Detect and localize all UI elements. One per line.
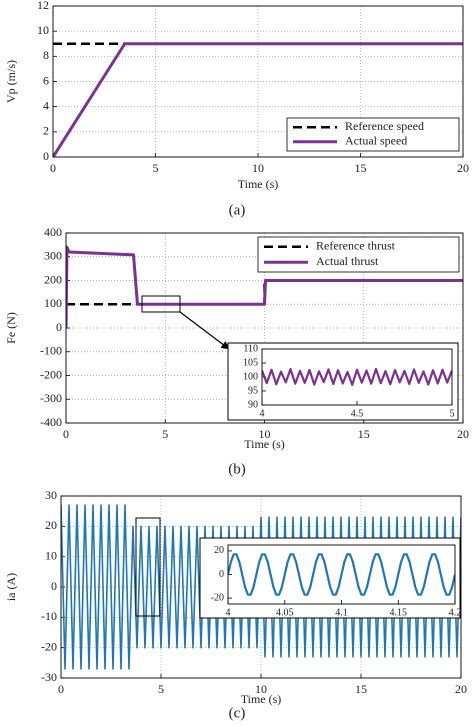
y-axis-label: ia (A): [4, 573, 18, 601]
x-tick-label: 4.1: [335, 607, 348, 618]
x-axis-label: Time (s): [241, 692, 282, 706]
y-tick-label: -30: [41, 670, 57, 684]
y-tick-label: -10: [41, 609, 57, 623]
y-tick-label: 20: [45, 518, 57, 532]
legend-label: Actual thrust: [316, 254, 379, 268]
plot-frame: [261, 348, 453, 406]
zoom-arrow: [179, 311, 230, 350]
x-tick-label: 4: [226, 607, 231, 618]
y-axis-label: Vp (m/s): [4, 60, 18, 103]
series-line: [262, 367, 452, 386]
x-tick-label: 5: [450, 408, 455, 419]
x-axis-label: Time (s): [244, 437, 285, 451]
caption: (b): [228, 461, 246, 477]
plot-frame: [60, 495, 462, 679]
y-tick-label: 8: [43, 48, 49, 62]
series-line: [66, 245, 463, 329]
x-tick-label: 20: [455, 682, 467, 696]
caption: (a): [229, 202, 246, 218]
x-tick-label: 4.05: [276, 607, 294, 618]
y-tick-label: 100: [243, 371, 258, 382]
legend-label: Reference thrust: [316, 239, 396, 253]
x-tick-label: 15: [355, 161, 367, 175]
x-tick-label: 10: [252, 161, 264, 175]
x-tick-label: 20: [457, 427, 469, 441]
y-tick-label: -300: [40, 391, 62, 405]
y-tick-label: 0: [219, 569, 224, 580]
x-tick-label: 5: [158, 682, 164, 696]
x-tick-label: 4.2: [449, 607, 462, 618]
y-tick-label: 400: [44, 225, 62, 239]
series-line: [228, 553, 455, 596]
y-tick-label: 300: [44, 249, 62, 263]
x-tick-label: 10: [259, 427, 271, 441]
x-tick-label: 0: [58, 682, 64, 696]
plot-frame: [52, 5, 464, 158]
y-tick-label: -400: [40, 415, 62, 429]
caption: (c): [229, 705, 246, 721]
y-tick-label: -200: [40, 367, 62, 381]
y-tick-label: 10: [37, 23, 49, 37]
x-tick-label: 10: [255, 682, 267, 696]
x-tick-label: 4.5: [351, 408, 364, 419]
y-tick-label: 110: [243, 343, 258, 354]
y-tick-label: 20: [214, 545, 224, 556]
y-tick-label: 105: [243, 357, 258, 368]
y-tick-label: 95: [248, 385, 258, 396]
x-tick-label: 0: [63, 427, 69, 441]
y-axis-label: Fe (N): [4, 312, 18, 344]
x-tick-label: 5: [162, 427, 168, 441]
y-tick-label: 200: [44, 272, 62, 286]
y-tick-label: -100: [40, 344, 62, 358]
y-tick-label: 12: [37, 0, 49, 12]
y-tick-label: 90: [248, 399, 258, 410]
x-tick-label: 4: [260, 408, 265, 419]
legend-label: Actual speed: [345, 134, 407, 148]
inset-frame: [199, 537, 461, 619]
y-tick-label: 30: [45, 488, 57, 502]
x-tick-label: 0: [50, 161, 56, 175]
y-tick-label: 2: [43, 124, 49, 138]
plot-frame: [65, 232, 464, 424]
y-tick-label: -20: [211, 592, 224, 603]
y-tick-label: 4: [43, 98, 49, 112]
x-tick-label: 15: [358, 427, 370, 441]
zoom-box: [141, 295, 181, 313]
y-tick-label: 0: [51, 579, 57, 593]
y-tick-label: 100: [44, 296, 62, 310]
legend-box: [257, 236, 460, 273]
y-tick-label: 0: [56, 320, 62, 334]
zoom-box: [135, 517, 161, 617]
series-line: [53, 42, 463, 157]
legend-box: [286, 117, 460, 152]
x-tick-label: 15: [355, 682, 367, 696]
x-tick-label: 5: [153, 161, 159, 175]
plot-frame: [227, 544, 456, 605]
x-tick-label: 20: [457, 161, 469, 175]
x-tick-label: 4.15: [390, 607, 408, 618]
y-tick-label: 0: [43, 149, 49, 163]
y-tick-label: 6: [43, 73, 49, 87]
legend-label: Reference speed: [345, 119, 424, 133]
y-tick-label: -20: [41, 639, 57, 653]
x-axis-label: Time (s): [238, 177, 279, 191]
y-tick-label: 10: [45, 548, 57, 562]
